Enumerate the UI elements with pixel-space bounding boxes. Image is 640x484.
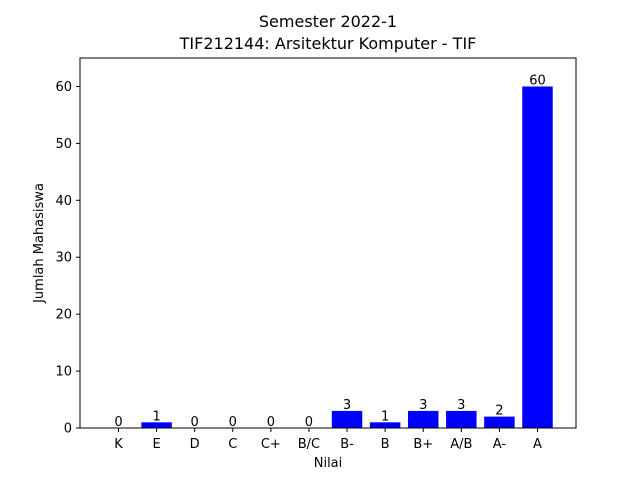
bar-b (369, 422, 401, 428)
bars-layer (141, 86, 553, 429)
chart-subtitle: TIF212144: Arsitektur Komputer - TIF (179, 34, 477, 53)
y-tick-label-60: 60 (55, 80, 72, 95)
y-tick-label-20: 20 (55, 308, 72, 323)
y-tick-label-0: 0 (64, 422, 72, 437)
bar-a (522, 86, 553, 429)
chart-title: Semester 2022-1 (259, 12, 397, 31)
data-label-b-c: 0 (305, 415, 313, 430)
x-tick-label-b-plus: B+ (413, 437, 433, 452)
x-tick-label-a-b: A/B (450, 437, 472, 452)
data-label-b: 1 (381, 409, 389, 424)
data-label-c: 0 (229, 415, 237, 430)
data-label-e: 1 (152, 409, 160, 424)
data-label-k: 0 (114, 415, 122, 430)
x-tick-label-k: K (114, 437, 123, 452)
bar-b- (331, 410, 363, 428)
x-tick-label-b-c: B/C (298, 437, 320, 452)
y-tick-label-40: 40 (55, 194, 72, 209)
x-tick-label-e: E (152, 437, 160, 452)
x-tick-label-c-plus: C+ (261, 437, 281, 452)
x-tick-label-c: C (228, 437, 237, 452)
x-axis-ticks: K E D C C+ B/C B- B B+ A/B A- A (114, 428, 542, 452)
x-tick-label-d: D (190, 437, 200, 452)
x-tick-label-a-: A- (493, 437, 507, 452)
y-tick-label-30: 30 (55, 251, 72, 266)
y-tick-label-50: 50 (55, 137, 72, 152)
data-label-a-b: 3 (457, 398, 465, 413)
y-tick-label-10: 10 (55, 365, 72, 380)
bar-e (141, 422, 172, 428)
data-label-a-: 2 (495, 404, 503, 419)
data-label-d: 0 (191, 415, 199, 430)
x-tick-label-a: A (533, 437, 542, 452)
x-axis-label: Nilai (314, 456, 343, 471)
x-tick-label-b-: B- (340, 437, 354, 452)
plot-frame (79, 57, 577, 429)
data-label-c-plus: 0 (267, 415, 275, 430)
data-label-a: 60 (529, 73, 546, 88)
bar-a- (484, 416, 515, 428)
y-axis-ticks: 0 10 20 30 40 50 60 (55, 80, 80, 437)
data-labels-layer: 0 1 0 0 0 0 3 1 3 3 2 60 (114, 73, 545, 430)
y-axis-label: Jumlah Mahasiswa (32, 183, 47, 304)
bar-b-plus (407, 410, 439, 428)
data-label-b-: 3 (343, 398, 351, 413)
x-tick-label-b: B (381, 437, 390, 452)
bar-a-b (446, 410, 477, 428)
data-label-b-plus: 3 (419, 398, 427, 413)
